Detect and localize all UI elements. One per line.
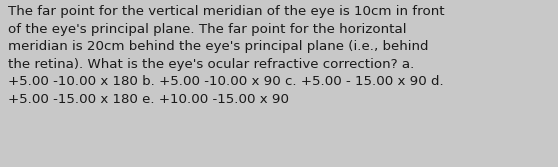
Text: The far point for the vertical meridian of the eye is 10cm in front
of the eye's: The far point for the vertical meridian … — [8, 5, 445, 106]
